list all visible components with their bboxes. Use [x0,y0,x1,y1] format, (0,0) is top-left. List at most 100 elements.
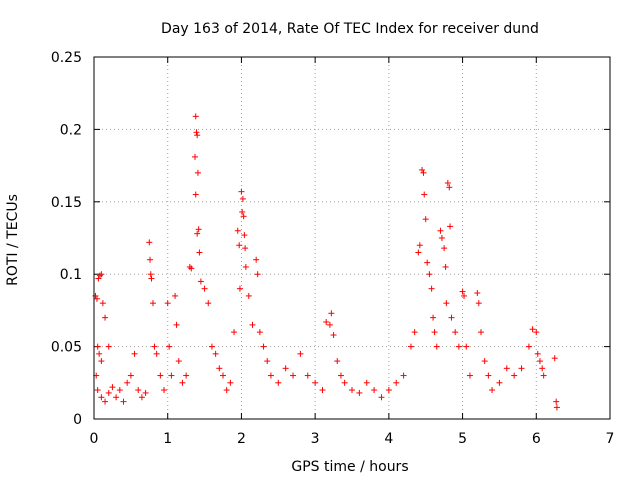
data-point [447,223,454,230]
data-point [444,179,451,186]
data-point [102,398,109,405]
data-point [138,394,145,401]
data-point [518,365,525,372]
data-point [236,285,243,292]
data-point [241,232,248,239]
data-point [452,329,459,336]
data-point [411,329,418,336]
data-point [334,358,341,365]
data-point [208,343,215,350]
data-point [96,272,103,279]
y-tick-label: 0.1 [60,267,82,283]
data-point [194,132,201,139]
data-point [356,389,363,396]
data-point [426,271,433,278]
data-point [378,394,385,401]
data-point [511,372,518,379]
data-point [173,321,180,328]
data-point [96,350,103,357]
data-point [455,343,462,350]
data-point [105,343,112,350]
data-point [120,398,127,405]
x-axis-title: GPS time / hours [291,459,408,475]
data-point [240,213,247,220]
data-point [525,343,532,350]
data-point [131,350,138,357]
data-point [220,372,226,379]
data-point [94,343,101,350]
y-tick-label: 0 [73,412,82,428]
data-point [419,166,426,173]
data-point [297,350,304,357]
data-point [496,379,503,386]
data-point [127,372,134,379]
data-point [553,398,560,405]
x-tick-label: 0 [90,431,99,447]
data-point [254,271,261,278]
data-point [188,265,195,272]
grid-lines [94,57,610,419]
data-point [551,355,558,362]
chart-title: Day 163 of 2014, Rate Of TEC Index for r… [161,21,539,37]
data-point [183,372,190,379]
data-point [323,318,330,325]
data-point [264,358,271,365]
x-tick-label: 2 [237,431,246,447]
data-point [337,372,344,379]
data-point [124,379,131,386]
data-point [93,295,100,302]
data-point [239,195,246,202]
data-point [481,358,488,365]
data-point [536,358,543,365]
data-point [433,343,440,350]
data-point [172,292,179,299]
data-point [312,379,319,386]
x-tick-label: 5 [458,431,467,447]
data-point [98,271,105,278]
data-point [442,263,449,270]
data-point [109,384,116,391]
data-point [260,343,267,350]
data-point [192,191,199,198]
y-axis-title: ROTI / TECUs [5,194,21,286]
data-point [223,387,230,394]
data-point [393,379,400,386]
data-point [99,300,106,307]
data-point [116,387,123,394]
data-point [238,188,245,195]
data-point [95,275,102,282]
data-point [205,300,212,307]
plot-frame [93,56,611,420]
data-point [236,242,243,249]
data-point [533,329,540,336]
x-tick-label: 7 [606,431,615,447]
data-point [282,365,289,372]
data-point [195,226,202,233]
data-point [459,288,466,295]
data-point [489,387,496,394]
data-point [157,372,164,379]
x-tick-label: 1 [163,431,172,447]
data-point [424,259,431,266]
data-point [275,379,282,386]
x-tick-label: 3 [311,431,320,447]
data-point [179,379,186,386]
data-point [290,372,297,379]
x-tick-label: 6 [532,431,541,447]
data-point [197,278,204,285]
data-point [341,379,348,386]
data-point [186,263,193,270]
data-point [212,350,219,357]
data-point [416,242,423,249]
data-point [421,191,428,198]
data-point [164,300,171,307]
data-point [102,314,109,321]
axis-ticks: 0 0.05 0.1 0.15 0.2 0.25 0 1 2 3 4 5 6 7 [51,50,615,447]
data-point [363,379,370,386]
data-point [149,300,156,307]
data-point [142,389,149,396]
data-point [349,387,355,394]
data-point [231,329,238,336]
data-point [461,292,468,299]
data-point [371,387,378,394]
